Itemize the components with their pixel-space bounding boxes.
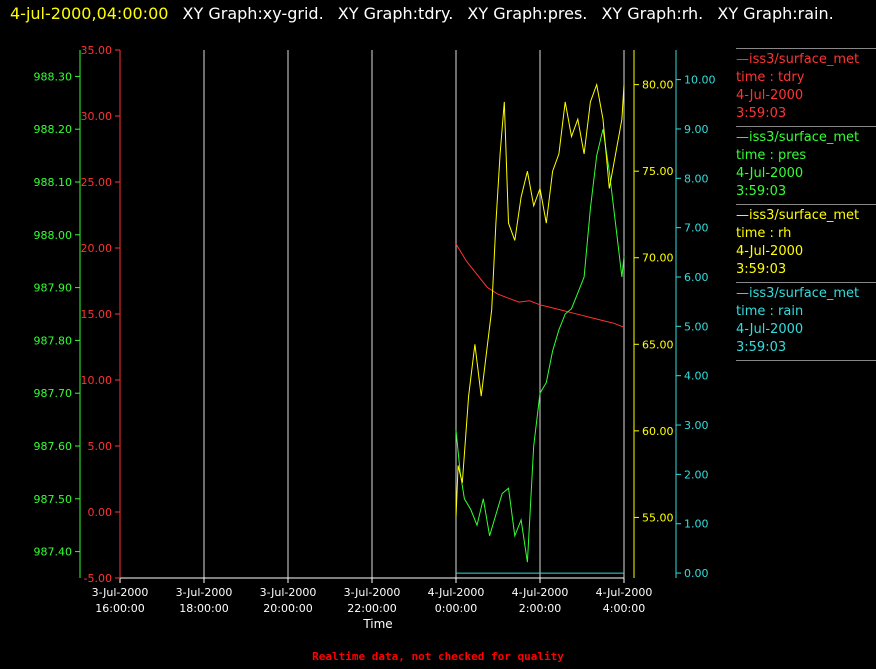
rain-tick-label: 8.00 <box>684 172 709 185</box>
x-tick-label: 4:00:00 <box>603 602 645 615</box>
legend-source: —iss3/surface_met <box>736 208 860 223</box>
tdry-tick-label: 30.00 <box>81 110 113 123</box>
legend-entry-rain: —iss3/surface_met time : rain 4-Jul-2000… <box>736 282 876 361</box>
legend-date: 4-Jul-2000 <box>736 88 804 103</box>
rh-tick-label: 75.00 <box>642 165 674 178</box>
legend-variable: time : tdry <box>736 70 805 85</box>
tdry-tick-label: -5.00 <box>84 572 112 585</box>
rain-tick-label: 1.00 <box>684 518 709 531</box>
legend-time: 3:59:03 <box>736 340 787 355</box>
legend-date: 4-Jul-2000 <box>736 166 804 181</box>
x-tick-label: 20:00:00 <box>263 602 312 615</box>
legend-variable: time : pres <box>736 148 807 163</box>
x-tick-label: 4-Jul-2000 <box>512 586 569 599</box>
rain-tick-label: 2.00 <box>684 468 709 481</box>
x-tick-label: 3-Jul-2000 <box>260 586 317 599</box>
rain-tick-label: 4.00 <box>684 370 709 383</box>
x-tick-label: 3-Jul-2000 <box>344 586 401 599</box>
pres-tick-label: 987.60 <box>34 440 73 453</box>
x-tick-label: 3-Jul-2000 <box>92 586 149 599</box>
header-timestamp: 4-jul-2000,04:00:00 <box>10 4 169 23</box>
tdry-tick-label: 10.00 <box>81 374 113 387</box>
tdry-tick-label: 20.00 <box>81 242 113 255</box>
x-tick-label: 2:00:00 <box>519 602 561 615</box>
legend: —iss3/surface_met time : tdry 4-Jul-2000… <box>736 48 876 361</box>
legend-entry-rh: —iss3/surface_met time : rh 4-Jul-2000 3… <box>736 204 876 282</box>
tdry-tick-label: 0.00 <box>88 506 113 519</box>
legend-time: 3:59:03 <box>736 106 787 121</box>
pres-tick-label: 987.90 <box>34 282 73 295</box>
x-axis-label: Time <box>362 617 392 631</box>
rh-tick-label: 65.00 <box>642 338 674 351</box>
legend-entry-pres: —iss3/surface_met time : pres 4-Jul-2000… <box>736 126 876 204</box>
rain-tick-label: 7.00 <box>684 222 709 235</box>
x-tick-label: 18:00:00 <box>179 602 228 615</box>
pres-tick-label: 987.80 <box>34 334 73 347</box>
pres-tick-label: 987.40 <box>34 546 73 559</box>
legend-source: —iss3/surface_met <box>736 52 860 67</box>
x-tick-label: 22:00:00 <box>347 602 396 615</box>
x-tick-label: 3-Jul-2000 <box>176 586 233 599</box>
rain-tick-label: 9.00 <box>684 123 709 136</box>
rh-tick-label: 70.00 <box>642 252 674 265</box>
legend-variable: time : rh <box>736 226 792 241</box>
legend-source: —iss3/surface_met <box>736 286 860 301</box>
rh-tick-label: 60.00 <box>642 425 674 438</box>
tdry-tick-label: 5.00 <box>88 440 113 453</box>
pres-tick-label: 988.30 <box>34 70 73 83</box>
legend-time: 3:59:03 <box>736 184 787 199</box>
legend-entry-tdry: —iss3/surface_met time : tdry 4-Jul-2000… <box>736 48 876 126</box>
rh-tick-label: 80.00 <box>642 79 674 92</box>
series-line-rh <box>455 82 625 518</box>
rh-tick-label: 55.00 <box>642 511 674 524</box>
x-tick-label: 4-Jul-2000 <box>428 586 485 599</box>
series-line-tdry <box>455 243 625 328</box>
pres-tick-label: 988.20 <box>34 123 73 136</box>
legend-date: 4-Jul-2000 <box>736 322 804 337</box>
x-tick-label: 4-Jul-2000 <box>596 586 653 599</box>
tdry-tick-label: 25.00 <box>81 176 113 189</box>
graph-label-tdry: XY Graph:tdry. <box>337 4 454 23</box>
graph-label-rain: XY Graph:rain. <box>717 4 834 23</box>
graph-label-xy-grid: XY Graph:xy-grid. <box>182 4 324 23</box>
graph-label-rh: XY Graph:rh. <box>601 4 704 23</box>
graph-label-pres: XY Graph:pres. <box>467 4 588 23</box>
quality-note: Realtime data, not checked for quality <box>312 650 564 663</box>
rain-tick-label: 10.00 <box>684 74 716 87</box>
rain-tick-label: 6.00 <box>684 271 709 284</box>
x-tick-label: 0:00:00 <box>435 602 477 615</box>
pres-tick-label: 987.70 <box>34 387 73 400</box>
title-bar: 4-jul-2000,04:00:00 XY Graph:xy-grid. XY… <box>10 4 834 23</box>
pres-tick-label: 987.50 <box>34 493 73 506</box>
rain-tick-label: 5.00 <box>684 320 709 333</box>
legend-time: 3:59:03 <box>736 262 787 277</box>
tdry-tick-label: 35.00 <box>81 44 113 57</box>
series-line-pres <box>455 129 625 563</box>
legend-source: —iss3/surface_met <box>736 130 860 145</box>
tdry-tick-label: 15.00 <box>81 308 113 321</box>
pres-tick-label: 988.00 <box>34 229 73 242</box>
pres-tick-label: 988.10 <box>34 176 73 189</box>
rain-tick-label: 3.00 <box>684 419 709 432</box>
legend-variable: time : rain <box>736 304 804 319</box>
legend-date: 4-Jul-2000 <box>736 244 804 259</box>
x-tick-label: 16:00:00 <box>95 602 144 615</box>
rain-tick-label: 0.00 <box>684 567 709 580</box>
